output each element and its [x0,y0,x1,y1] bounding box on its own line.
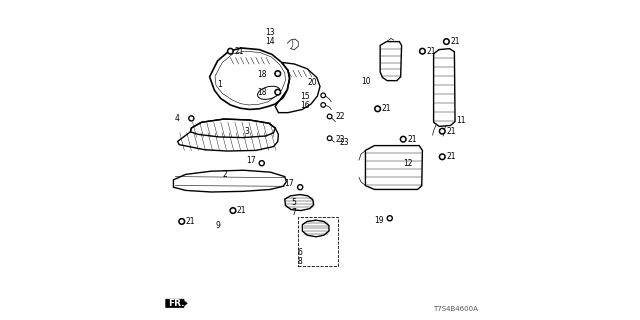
Text: 21: 21 [407,135,417,144]
Circle shape [441,156,444,158]
Text: T7S4B4600A: T7S4B4600A [433,306,479,312]
Text: 21: 21 [186,217,195,226]
Text: 9: 9 [216,221,221,230]
Circle shape [321,103,326,107]
Text: 19: 19 [374,216,383,225]
Text: 15: 15 [300,92,310,100]
Text: 18: 18 [258,88,268,97]
Text: 21: 21 [237,206,246,215]
Text: 22: 22 [335,112,345,121]
Text: 22: 22 [335,135,345,144]
Circle shape [328,114,332,119]
Circle shape [276,91,279,93]
Circle shape [440,128,445,134]
Circle shape [190,117,193,120]
Circle shape [441,130,444,132]
Circle shape [388,217,391,220]
Circle shape [328,137,331,139]
Text: 4: 4 [175,114,180,123]
Circle shape [444,39,449,44]
Text: 17: 17 [246,156,255,164]
Circle shape [298,185,303,190]
Circle shape [259,161,264,166]
Circle shape [228,48,234,54]
Circle shape [275,89,280,95]
Text: 2: 2 [223,170,227,179]
Text: 6: 6 [298,248,303,257]
Circle shape [180,220,183,223]
Text: 20: 20 [307,78,317,87]
Circle shape [230,208,236,213]
Circle shape [445,40,448,43]
Text: FR.: FR. [168,299,184,308]
Text: 21: 21 [426,47,436,56]
Text: 17: 17 [284,179,294,188]
Circle shape [322,94,324,96]
Text: 1: 1 [217,80,221,89]
Text: 3: 3 [245,127,250,136]
Circle shape [420,48,425,54]
Text: 14: 14 [265,37,275,46]
Circle shape [387,216,392,221]
Circle shape [328,116,331,117]
Circle shape [189,116,194,121]
Text: 21: 21 [446,152,456,161]
Circle shape [440,154,445,160]
Circle shape [375,106,380,112]
Circle shape [229,50,232,52]
Text: 16: 16 [300,101,310,110]
Text: 21: 21 [446,127,456,136]
Circle shape [232,209,234,212]
Text: 7: 7 [291,208,296,217]
Text: 11: 11 [456,116,465,125]
Circle shape [421,50,424,52]
Text: 12: 12 [403,159,413,168]
Circle shape [401,136,406,142]
Circle shape [260,162,263,164]
Text: 23: 23 [340,138,349,147]
Circle shape [275,71,280,76]
Circle shape [322,104,324,106]
Polygon shape [166,299,187,308]
Circle shape [402,138,404,140]
Circle shape [328,136,332,140]
Text: 18: 18 [258,70,268,79]
Circle shape [299,186,301,188]
Text: 13: 13 [265,28,275,36]
Circle shape [376,108,379,110]
Circle shape [321,93,326,98]
Text: 21: 21 [234,47,244,56]
Circle shape [276,72,279,75]
Text: 21: 21 [451,37,460,46]
Text: 10: 10 [361,77,371,86]
Text: 8: 8 [298,257,302,266]
Circle shape [179,219,184,224]
Text: 5: 5 [291,198,296,207]
Text: 21: 21 [381,104,391,113]
